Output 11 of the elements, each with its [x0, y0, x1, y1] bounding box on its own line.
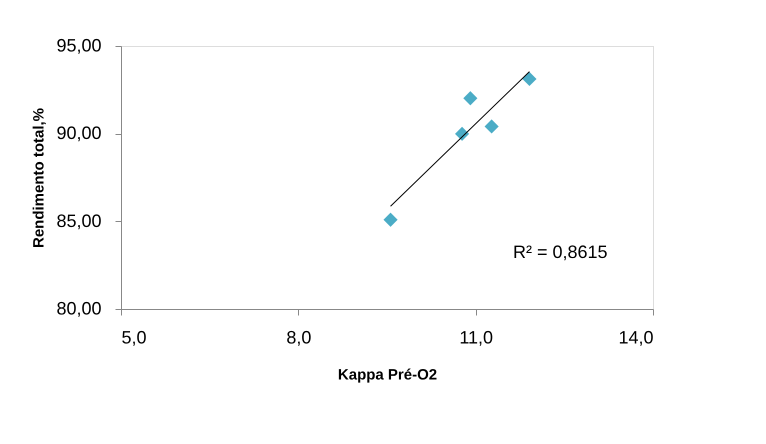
x-tick-label: 14,0	[618, 328, 654, 348]
x-axis-title: Kappa Pré-O2	[338, 366, 438, 384]
y-tick-label: 85,00	[56, 210, 102, 231]
y-tick-label: 90,00	[56, 123, 102, 144]
annotation: R² = 0,8615	[513, 242, 608, 262]
y-axis-title: Rendimento total,%	[30, 108, 48, 248]
y-tick-label: 95,00	[56, 36, 102, 56]
x-tick-label: 11,0	[459, 328, 494, 348]
x-tick-label: 8,0	[286, 328, 312, 348]
y-tick-label: 80,00	[56, 298, 102, 318]
x-tick-label: 5,0	[122, 328, 147, 348]
